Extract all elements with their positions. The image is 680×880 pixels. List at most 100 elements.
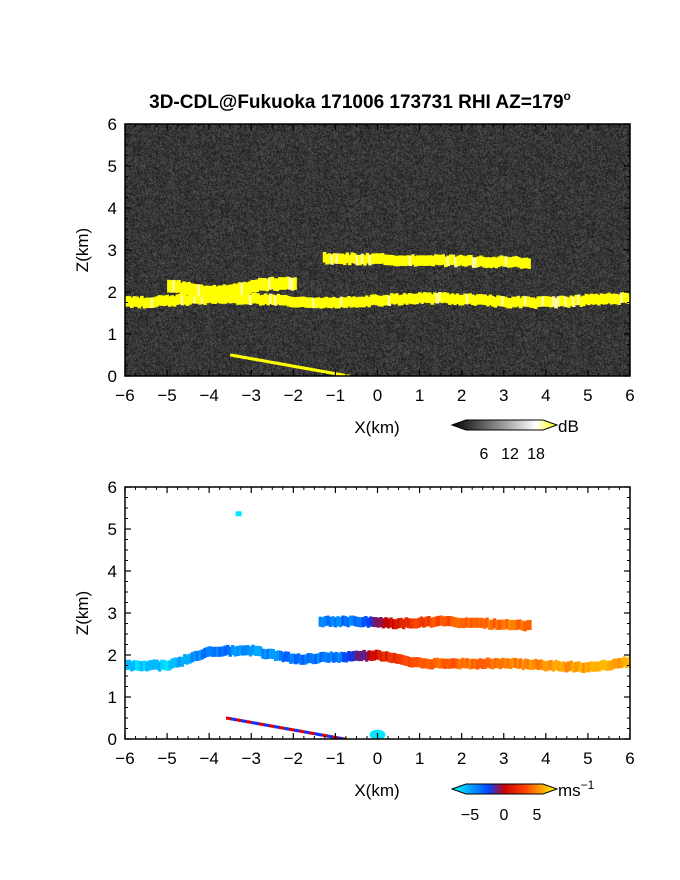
velocity-cell — [241, 719, 245, 723]
echo-cell — [172, 296, 177, 307]
echo-cell — [554, 297, 558, 309]
velocity-cell — [299, 729, 303, 733]
echo-cell — [195, 293, 200, 304]
velocity-cell — [500, 619, 504, 630]
velocity-cell — [422, 658, 427, 669]
velocity-cell — [438, 658, 442, 669]
echo-cell — [493, 297, 498, 308]
echo-cell — [293, 277, 297, 290]
echo-cell — [453, 294, 457, 306]
echo-cell — [265, 278, 270, 292]
velocity-cell — [145, 661, 149, 672]
echo-cell — [344, 297, 349, 308]
echo-cell — [536, 296, 541, 307]
echo-cell — [265, 360, 270, 364]
echo-cell — [506, 297, 510, 309]
echo-cell — [377, 295, 382, 307]
echo-cell — [311, 297, 316, 309]
velocity-cell — [276, 650, 281, 661]
velocity-cell — [306, 731, 311, 735]
echo-cell — [464, 256, 468, 267]
echo-cell — [441, 254, 445, 265]
echo-cell — [455, 293, 460, 304]
echo-cell — [217, 285, 222, 298]
velocity-cell — [559, 661, 563, 672]
echo-cell — [403, 255, 408, 267]
velocity-cell — [175, 657, 180, 668]
velocity-cell — [332, 652, 336, 663]
echo-cell — [125, 296, 129, 307]
velocity-cell — [334, 736, 339, 739]
echo-cell — [330, 254, 334, 265]
echo-cell — [460, 294, 465, 306]
echo-cell — [491, 256, 496, 268]
velocity-cell — [465, 617, 469, 628]
colorbar-tick-label: 0 — [500, 807, 509, 824]
echo-cell — [526, 296, 530, 307]
echo-cell — [335, 253, 339, 264]
velocity-cell — [624, 657, 629, 668]
echo-cell — [451, 254, 456, 266]
echo-cell — [433, 292, 437, 303]
echo-cell — [240, 355, 244, 359]
velocity-cell — [374, 617, 378, 628]
echo-cell — [599, 293, 604, 304]
echo-cell — [360, 253, 365, 265]
echo-cell — [157, 295, 162, 306]
x-tick-label: −3 — [242, 386, 261, 405]
echo-cell — [420, 293, 424, 304]
velocity-cell — [309, 731, 313, 735]
colorbar-tick-label: 12 — [501, 446, 519, 463]
velocity-cell — [437, 615, 441, 626]
velocity-cell — [457, 617, 461, 629]
velocity-cell — [415, 657, 419, 668]
echo-cell — [290, 278, 295, 291]
velocity-cell — [205, 646, 210, 657]
echo-cell — [142, 298, 147, 309]
echo-cell — [587, 294, 591, 306]
echo-cell — [167, 296, 172, 307]
echo-cell — [604, 293, 609, 305]
x-tick-label: 5 — [583, 386, 592, 405]
velocity-cell — [142, 660, 147, 671]
echo-cell — [446, 255, 451, 267]
velocity-cell — [193, 651, 197, 662]
velocity-cell — [273, 651, 278, 662]
echo-cell — [218, 293, 222, 304]
velocity-cell — [279, 650, 283, 661]
echo-cell — [433, 254, 438, 265]
velocity-cell — [328, 616, 333, 627]
echo-cell — [237, 282, 242, 295]
echo-cell — [241, 294, 245, 305]
echo-cell — [165, 294, 169, 306]
echo-cell — [421, 255, 425, 266]
velocity-cell — [607, 660, 611, 671]
echo-cell — [281, 295, 286, 306]
echo-cell — [415, 293, 419, 305]
velocity-cell — [364, 616, 368, 627]
velocity-cell — [520, 620, 525, 631]
velocity-cell — [314, 732, 318, 736]
velocity-cell — [342, 652, 346, 663]
velocity-cell — [571, 662, 576, 673]
echo-cell — [478, 294, 483, 305]
echo-cell — [190, 292, 195, 304]
echo-cell — [380, 296, 384, 307]
echo-cell — [418, 255, 423, 266]
velocity-cell — [396, 618, 401, 629]
velocity-cell — [374, 649, 379, 660]
echo-cell — [546, 296, 551, 307]
echo-cell — [483, 294, 488, 306]
velocity-cell — [289, 727, 293, 731]
y-tick-label: 0 — [108, 730, 117, 749]
velocity-cell — [429, 617, 434, 628]
echo-cell — [619, 292, 624, 303]
echo-cell — [162, 295, 167, 307]
echo-cell — [182, 281, 186, 294]
velocity-cell — [584, 662, 589, 673]
echo-cell — [407, 293, 412, 304]
echo-cell — [268, 293, 273, 305]
velocity-cell — [594, 661, 599, 672]
echo-cell — [306, 297, 311, 308]
velocity-cell — [323, 616, 328, 627]
